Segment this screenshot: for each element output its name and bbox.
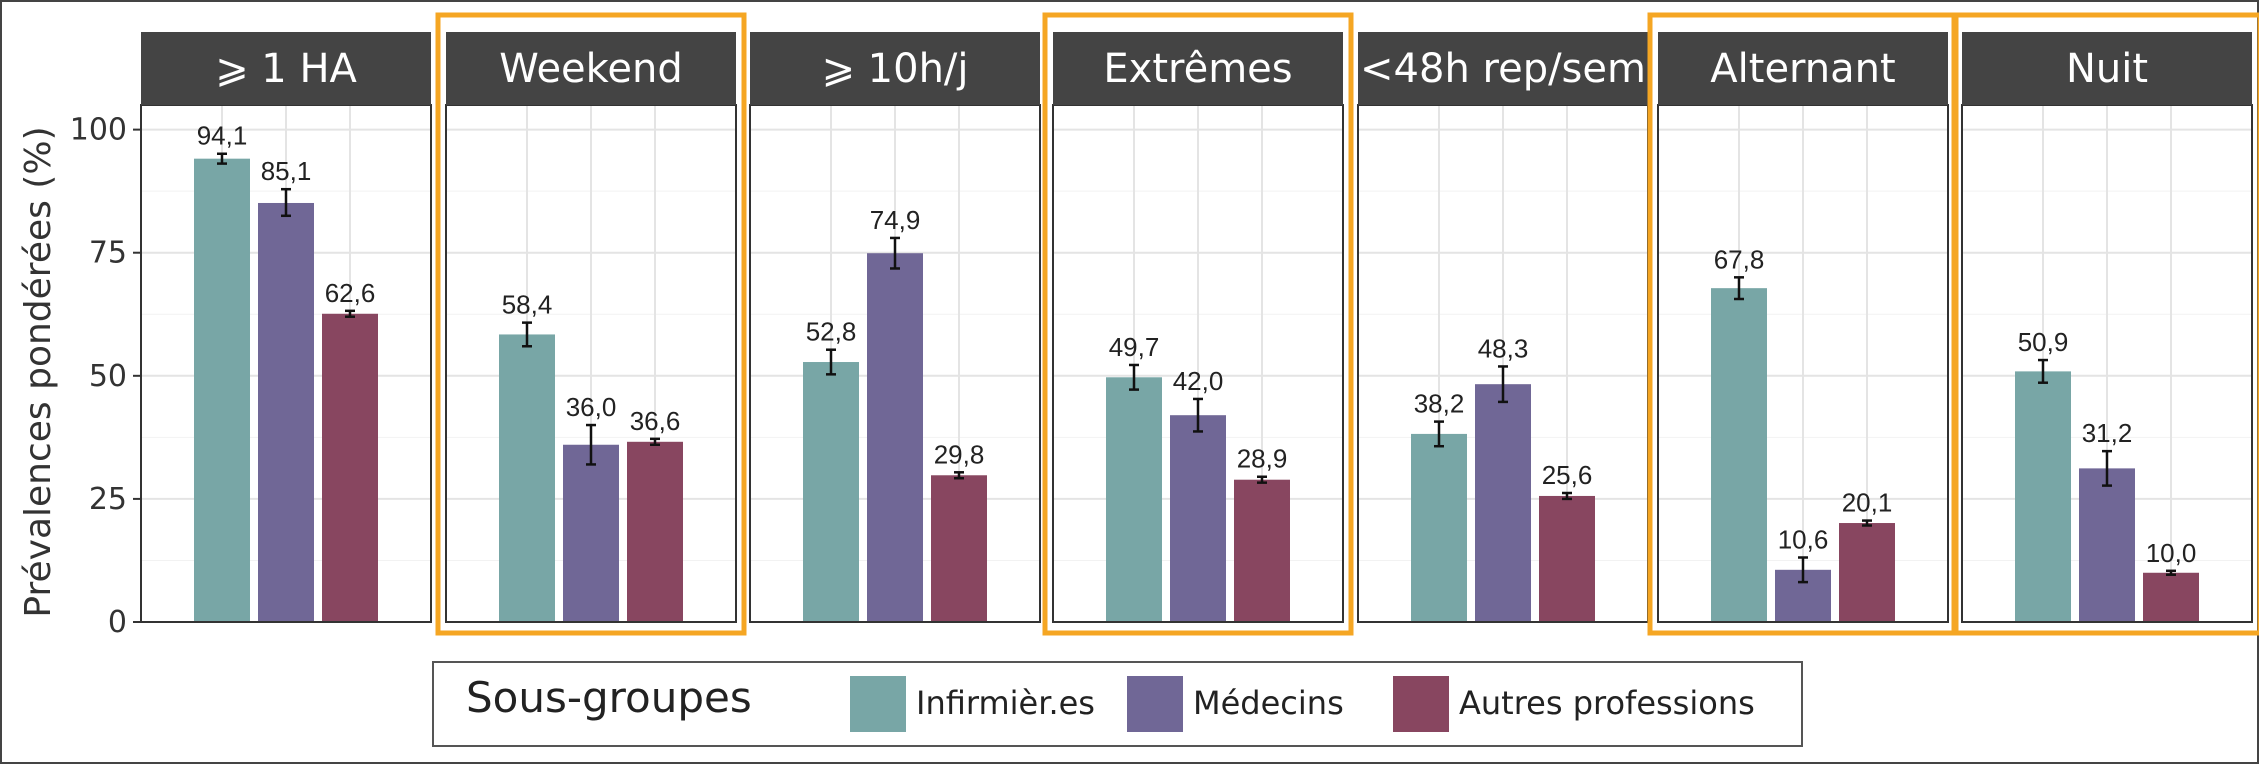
y-tick-label: 50 <box>89 359 127 394</box>
legend-title: Sous-groupes <box>466 673 752 722</box>
y-tick-label: 100 <box>70 113 127 148</box>
bar-panel-4-series-1 <box>1106 377 1162 622</box>
data-label: 38,2 <box>1414 389 1465 419</box>
legend-swatch-1 <box>850 676 906 732</box>
data-label: 28,9 <box>1237 444 1288 474</box>
highlight-frame <box>1042 12 1354 636</box>
facet-strip <box>1962 32 2252 105</box>
data-label: 20,1 <box>1842 488 1893 518</box>
facet-label: <48h rep/sem <box>1360 46 1646 92</box>
data-label: 48,3 <box>1478 333 1529 363</box>
facet-strip <box>446 32 736 105</box>
y-tick-label: 0 <box>108 605 127 640</box>
facet-strip <box>1658 32 1948 105</box>
bar-panel-1-series-3 <box>322 313 378 622</box>
highlight-frame <box>1951 12 2259 636</box>
data-label: 67,8 <box>1714 244 1765 274</box>
data-label: 10,0 <box>2146 538 2197 568</box>
bar-panel-2-series-3 <box>627 441 683 622</box>
legend-swatch-3 <box>1393 676 1449 732</box>
bar-panel-7-series-2 <box>2079 468 2135 622</box>
highlight-frame <box>435 12 747 636</box>
bar-panel-3-series-3 <box>931 475 987 622</box>
bar-panel-2-series-1 <box>499 334 555 622</box>
data-label: 36,6 <box>630 406 681 436</box>
legend-label-2: Médecins <box>1193 684 1344 722</box>
legend-box <box>432 661 1803 747</box>
facet-strip <box>1358 32 1648 105</box>
bar-panel-2-series-2 <box>563 444 619 622</box>
facet-strip <box>1053 32 1343 105</box>
data-label: 58,4 <box>502 290 553 320</box>
data-label: 85,1 <box>261 156 312 186</box>
bar-panel-7-series-1 <box>2015 371 2071 622</box>
bar-panel-6-series-3 <box>1839 523 1895 622</box>
data-label: 10,6 <box>1778 524 1829 554</box>
facet-strip <box>750 32 1040 105</box>
data-label: 49,7 <box>1109 332 1160 362</box>
data-label: 62,6 <box>325 278 376 308</box>
data-label: 29,8 <box>934 439 985 469</box>
bar-panel-5-series-2 <box>1475 384 1531 622</box>
facet-label: Extrêmes <box>1103 46 1292 92</box>
data-label: 50,9 <box>2018 327 2069 357</box>
bar-panel-3-series-2 <box>867 253 923 622</box>
facet-label: Alternant <box>1710 46 1895 92</box>
y-axis-label: Prévalences pondérées (%) <box>18 126 59 617</box>
data-label: 94,1 <box>197 121 248 151</box>
bar-panel-7-series-3 <box>2143 572 2199 622</box>
data-label: 25,6 <box>1542 460 1593 490</box>
legend: Sous-groupes Infirmièr.es Médecins Autres … <box>432 661 1803 747</box>
data-label: 52,8 <box>806 317 857 347</box>
bar-panel-6-series-1 <box>1711 288 1767 622</box>
data-label: 36,0 <box>566 392 617 422</box>
facet-strip <box>141 32 431 105</box>
y-tick-label: 25 <box>89 482 127 517</box>
bar-panel-1-series-1 <box>194 158 250 622</box>
bar-panel-3-series-1 <box>803 362 859 622</box>
facet-label: ⩾ 10h/j <box>821 46 968 92</box>
bar-panel-1-series-2 <box>258 202 314 622</box>
data-label: 74,9 <box>870 205 921 235</box>
bar-panel-4-series-2 <box>1170 415 1226 622</box>
facet-label: Weekend <box>499 46 683 92</box>
legend-label-1: Infirmièr.es <box>916 684 1095 722</box>
facet-label: Nuit <box>2066 46 2148 92</box>
bar-panel-4-series-3 <box>1234 479 1290 622</box>
data-label: 42,0 <box>1173 366 1224 396</box>
facet-label: ⩾ 1 HA <box>215 46 357 92</box>
bar-panel-5-series-3 <box>1539 495 1595 622</box>
data-label: 31,2 <box>2082 418 2133 448</box>
legend-label-3: Autres professions <box>1459 684 1755 722</box>
bar-panel-5-series-1 <box>1411 433 1467 622</box>
legend-swatch-2 <box>1127 676 1183 732</box>
y-tick-label: 75 <box>89 236 127 271</box>
